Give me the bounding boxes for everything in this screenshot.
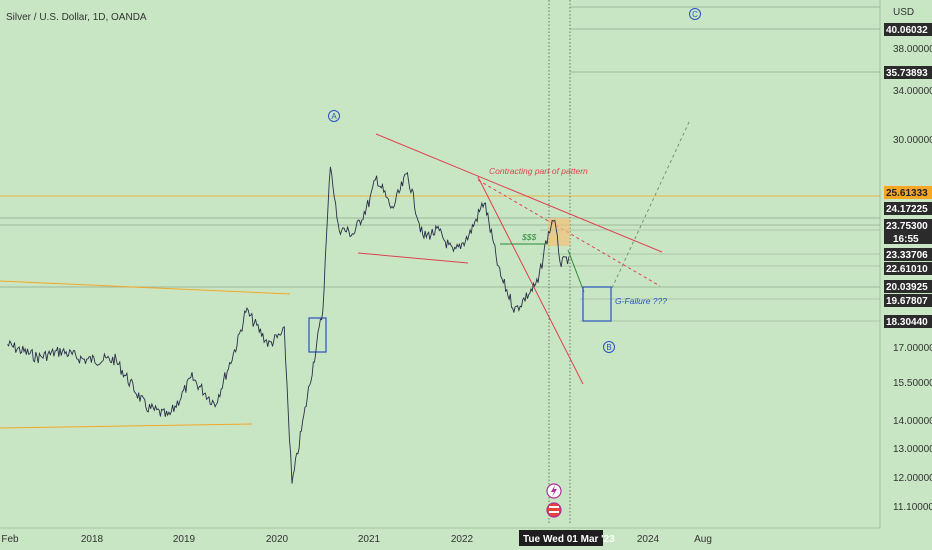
svg-text:Wed 01 Mar '23: Wed 01 Mar '23 — [543, 534, 615, 545]
svg-text:B: B — [606, 343, 611, 352]
dollars-annotation: $$$ — [521, 232, 536, 242]
wave-b-marker: B — [603, 341, 615, 353]
y-tick: 34.00000 — [893, 86, 932, 97]
contracting-annotation: Contracting part of pattern — [489, 166, 588, 176]
price-tag: 23.75300 — [884, 219, 932, 232]
price-tag: 24.17225 — [884, 202, 932, 215]
x-tick: Feb — [1, 534, 19, 545]
svg-text:25.61333: 25.61333 — [886, 188, 928, 199]
price-series-line — [7, 166, 570, 484]
red-trendline-diagonal — [477, 176, 584, 385]
blue-box-right — [582, 286, 612, 322]
x-tick: 2022 — [451, 534, 474, 545]
svg-text:23.33706: 23.33706 — [886, 250, 928, 261]
x-tick: 2019 — [173, 534, 196, 545]
svg-text:22.61010: 22.61010 — [886, 264, 928, 275]
price-tag: 35.73893 — [884, 66, 932, 79]
y-tick: 13.00000 — [893, 444, 932, 455]
svg-text:C: C — [692, 10, 698, 19]
y-tick: 12.00000 — [893, 473, 932, 484]
price-tag: 16:55 — [884, 232, 932, 245]
price-tag: 20.03925 — [884, 280, 932, 293]
wave-c-marker: C — [689, 8, 701, 20]
price-tags: 40.06032 35.73893 25.61333 24.17225 23.7… — [884, 23, 932, 328]
crosshair-time-tag: Tue Wed 01 Mar '23 — [519, 530, 615, 546]
green-projection-line — [567, 249, 585, 293]
x-tick: Aug — [694, 534, 712, 545]
x-tick: 2018 — [81, 534, 104, 545]
svg-text:18.30440: 18.30440 — [886, 317, 928, 328]
y-tick: 14.00000 — [893, 416, 932, 427]
y-tick: 15.50000 — [893, 378, 932, 389]
red-trendline-lower — [357, 252, 469, 264]
grey-dashed-projection — [611, 119, 691, 289]
price-tag: 25.61333 — [884, 186, 932, 199]
x-tick: 2020 — [266, 534, 289, 545]
x-tick: 2024 — [637, 534, 660, 545]
svg-text:19.67807: 19.67807 — [886, 296, 928, 307]
orange-zone — [548, 218, 570, 246]
svg-text:16:55: 16:55 — [893, 234, 919, 245]
blue-box-left — [308, 317, 327, 353]
red-trendline-upper — [375, 133, 663, 253]
svg-text:24.17225: 24.17225 — [886, 204, 928, 215]
chart-title: Silver / U.S. Dollar, 1D, OANDA — [6, 12, 147, 23]
svg-text:A: A — [331, 112, 337, 121]
price-tag: 23.33706 — [884, 248, 932, 261]
y-tick: 11.10000 — [893, 502, 932, 513]
svg-text:23.75300: 23.75300 — [886, 221, 928, 232]
y-tick: 17.00000 — [893, 343, 932, 354]
orange-trendline-upper — [0, 280, 291, 295]
y-axis-ticks: 38.00000 34.00000 30.00000 17.00000 15.5… — [893, 44, 932, 513]
x-axis-ticks: Feb 2018 2019 2020 2021 2022 2024 Aug — [1, 534, 712, 545]
svg-text:40.06032: 40.06032 — [886, 25, 928, 36]
currency-label: USD — [893, 7, 914, 18]
price-tag: 19.67807 — [884, 294, 932, 307]
us-flag-event-icon[interactable] — [546, 502, 562, 518]
lightning-event-icon[interactable] — [546, 483, 562, 499]
svg-text:35.73893: 35.73893 — [886, 68, 928, 79]
horizontal-levels — [0, 6, 880, 322]
x-tick: 2021 — [358, 534, 381, 545]
y-tick: 38.00000 — [893, 44, 932, 55]
red-dashed-line — [477, 179, 661, 287]
orange-trendline-lower — [0, 423, 253, 429]
g-failure-annotation: G-Failure ??? — [615, 296, 667, 306]
svg-text:20.03925: 20.03925 — [886, 282, 928, 293]
price-tag: 18.30440 — [884, 315, 932, 328]
y-tick: 30.00000 — [893, 135, 932, 146]
svg-text:Tue: Tue — [523, 534, 540, 545]
price-tag: 22.61010 — [884, 262, 932, 275]
price-tag: 40.06032 — [884, 23, 932, 36]
wave-a-marker: A — [328, 110, 340, 122]
